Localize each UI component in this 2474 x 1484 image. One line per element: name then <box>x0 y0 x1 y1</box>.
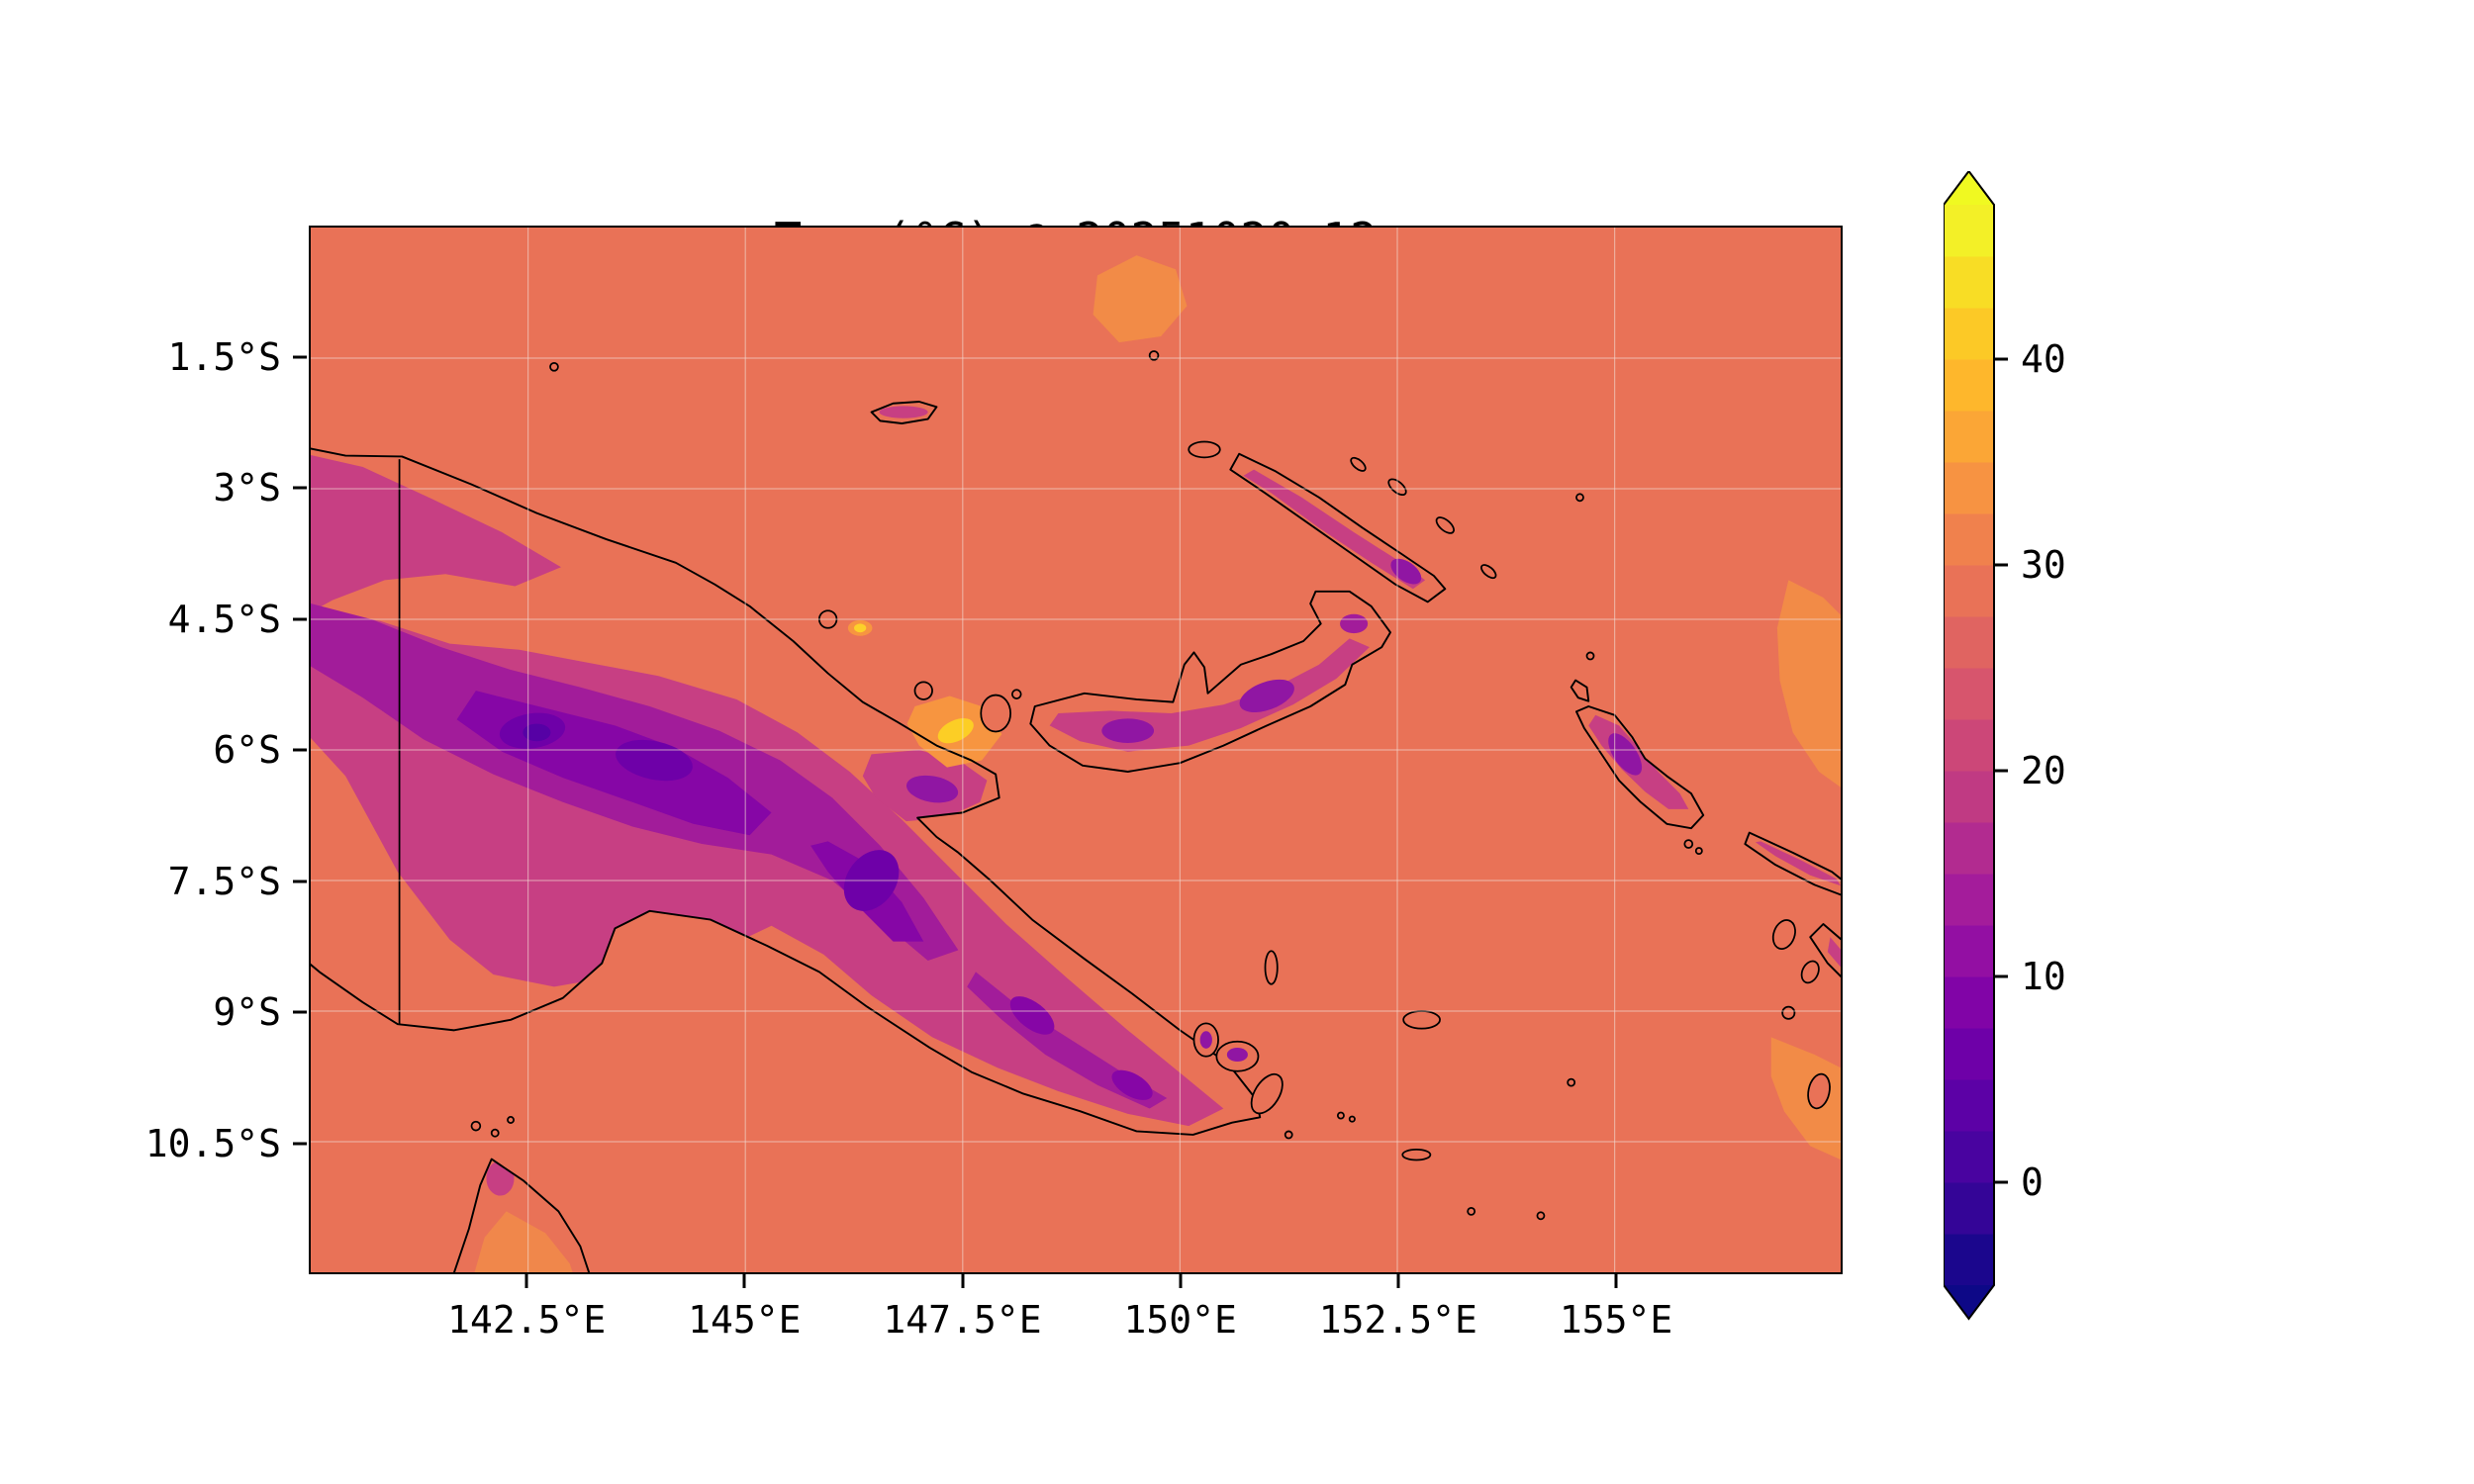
x-tick-label: 150°E <box>1123 1298 1237 1342</box>
colorbar-segment <box>1944 308 1994 360</box>
y-tick-label: 10.5°S <box>144 1121 281 1165</box>
y-axis: 1.5°S 3°S 4.5°S 6°S 7.5°S 9°S 10.5°S <box>0 226 307 1274</box>
colorbar-segment <box>1944 1182 1994 1235</box>
colorbar-tick-label: 20 <box>2021 749 2066 792</box>
colorbar-segment <box>1944 771 1994 823</box>
new-britain-temperature-bands <box>1049 613 1370 752</box>
x-tick-label: 147.5°E <box>883 1298 1042 1342</box>
colorbar-segment <box>1944 256 1994 309</box>
island-temperature-spots <box>1199 1031 1248 1063</box>
temperature-contour-map <box>311 228 1841 1272</box>
x-tick-mark <box>1179 1274 1183 1288</box>
x-tick-label: 155°E <box>1559 1298 1673 1342</box>
new-guinea-temperature-bands <box>311 452 1224 1127</box>
colorbar-segment <box>1944 719 1994 772</box>
colorbar-segment <box>1944 925 1994 977</box>
colorbar-segment <box>1944 359 1994 412</box>
colorbar-over-arrow <box>1944 171 1994 205</box>
small-islands <box>470 350 1831 1221</box>
y-tick-label: 7.5°S <box>167 859 281 903</box>
x-tick-mark <box>1614 1274 1618 1288</box>
colorbar-segment <box>1944 668 1994 720</box>
y-tick-label: 9°S <box>213 990 281 1034</box>
map-plot-area <box>309 226 1843 1274</box>
colorbar-segment <box>1944 616 1994 669</box>
y-tick-mark <box>293 617 307 620</box>
y-tick-mark <box>293 1142 307 1145</box>
y-tick-mark <box>293 355 307 358</box>
colorbar-segment <box>1944 411 1994 463</box>
x-tick-mark <box>961 1274 964 1288</box>
colorbar-segment <box>1944 1028 1994 1080</box>
manus-temperature-band <box>879 406 928 418</box>
x-tick-label: 142.5°E <box>447 1298 607 1342</box>
colorbar-tick-label: 40 <box>2021 337 2066 381</box>
y-tick-mark <box>293 1010 307 1014</box>
colorbar-outline <box>1943 169 1995 1321</box>
y-tick-mark <box>293 880 307 882</box>
x-tick-mark <box>524 1274 528 1288</box>
x-tick-label: 145°E <box>688 1298 802 1342</box>
y-tick-label: 6°S <box>213 728 281 772</box>
colorbar-segment <box>1944 205 1994 257</box>
choiseul-temperature-band <box>1755 841 1841 886</box>
colorbar-scale: 0 10 20 30 40 <box>1943 169 2066 1321</box>
x-axis: 142.5°E 145°E 147.5°E 150°E 152.5°E 155°E <box>309 1274 1843 1363</box>
colorbar: 0 10 20 30 40 <box>1943 169 2221 1324</box>
bougainville-temperature-bands <box>1588 714 1689 809</box>
colorbar-tick-label: 0 <box>2021 1160 2044 1204</box>
colorbar-segment <box>1944 513 1994 566</box>
colorbar-segment <box>1944 822 1994 875</box>
colorbar-segment <box>1944 462 1994 514</box>
y-tick-mark <box>293 486 307 490</box>
y-tick-mark <box>293 748 307 752</box>
colorbar-tick-label: 10 <box>2021 955 2066 998</box>
x-tick-mark <box>742 1274 746 1288</box>
colorbar-segment <box>1944 565 1994 617</box>
new-ireland-temperature-bands <box>1243 469 1426 590</box>
y-tick-label: 3°S <box>213 466 281 510</box>
warm-sea-patches <box>1093 255 1841 1160</box>
colorbar-segment <box>1944 1131 1994 1183</box>
colorbar-segment <box>1944 874 1994 926</box>
x-tick-mark <box>1396 1274 1400 1288</box>
colorbar-under-arrow <box>1944 1285 1994 1319</box>
gridlines <box>311 228 1841 1272</box>
x-tick-label: 152.5°E <box>1318 1298 1477 1342</box>
y-tick-label: 4.5°S <box>167 597 281 641</box>
colorbar-segment <box>1944 976 1994 1029</box>
colorbar-tick-label: 30 <box>2021 543 2066 587</box>
y-tick-label: 1.5°S <box>167 334 281 379</box>
colorbar-segment <box>1944 1234 1994 1286</box>
colorbar-segment <box>1944 1079 1994 1132</box>
